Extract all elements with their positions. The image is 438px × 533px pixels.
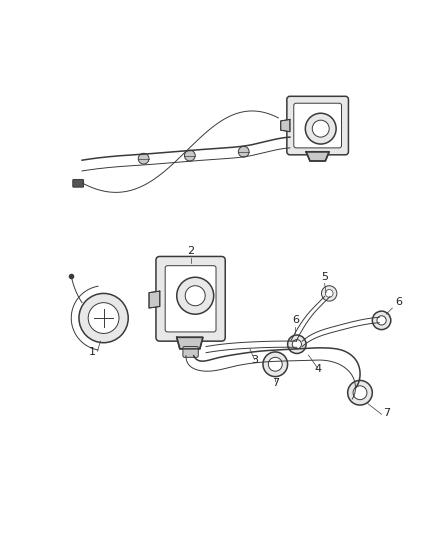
Text: 7: 7 [383,408,391,418]
Text: 3: 3 [251,355,258,365]
FancyBboxPatch shape [183,346,198,357]
Circle shape [321,286,337,301]
Circle shape [79,294,128,343]
Text: 4: 4 [314,364,321,374]
Text: 6: 6 [292,314,299,325]
Circle shape [138,154,149,164]
FancyBboxPatch shape [73,180,84,187]
Text: 5: 5 [321,271,328,281]
Circle shape [177,277,214,314]
Circle shape [305,113,336,144]
Circle shape [312,120,329,137]
FancyBboxPatch shape [156,256,225,341]
FancyBboxPatch shape [294,103,342,148]
Circle shape [288,335,306,353]
Polygon shape [149,291,160,308]
Text: 2: 2 [187,246,194,256]
Circle shape [263,352,288,377]
Polygon shape [281,119,290,132]
Polygon shape [306,152,329,161]
Circle shape [348,381,372,405]
Circle shape [372,311,391,329]
Polygon shape [177,337,203,349]
Text: 7: 7 [272,378,279,388]
FancyBboxPatch shape [287,96,349,155]
Circle shape [292,340,301,349]
FancyBboxPatch shape [165,265,216,332]
Circle shape [185,286,205,306]
Circle shape [353,386,367,400]
Circle shape [238,147,249,157]
Circle shape [325,289,333,297]
Circle shape [184,150,195,161]
Circle shape [268,357,282,371]
Circle shape [377,316,386,325]
Text: 6: 6 [395,297,402,307]
Circle shape [88,303,119,334]
Text: 1: 1 [89,347,96,357]
